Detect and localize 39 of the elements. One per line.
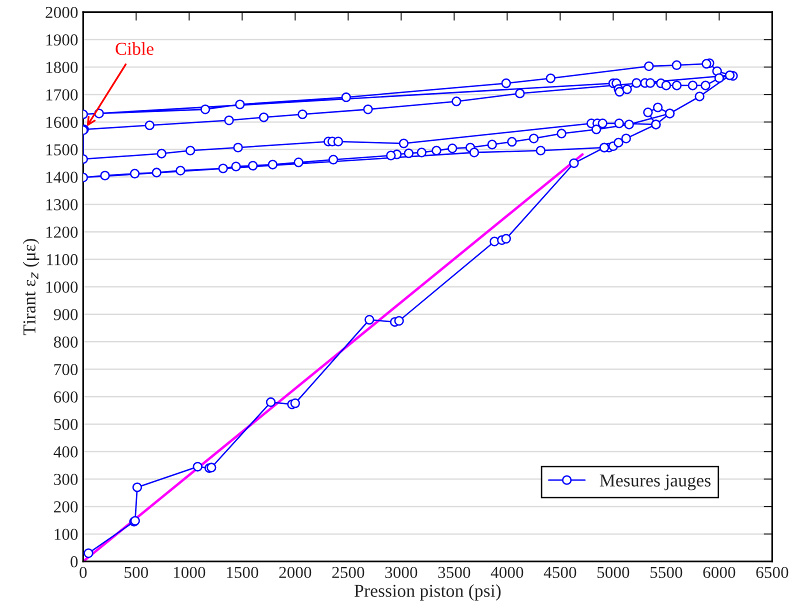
x-tick-label: 0 bbox=[80, 566, 87, 578]
x-tick-label: 500 bbox=[124, 566, 148, 578]
y-tick-label: 1500 bbox=[46, 144, 78, 156]
y-tick-label: 400 bbox=[54, 446, 78, 458]
x-axis-title: Pression piston (psi) bbox=[354, 584, 501, 601]
y-tick-label: 1400 bbox=[46, 172, 78, 183]
x-tick-label: 1000 bbox=[174, 566, 206, 578]
y-tick-label: 900 bbox=[54, 308, 78, 320]
y-tick-label: 100 bbox=[54, 528, 78, 540]
y-tick-label: 1300 bbox=[46, 199, 78, 210]
x-tick-label: 5500 bbox=[650, 566, 682, 578]
y-tick-label: 500 bbox=[54, 418, 78, 430]
y-tick-label: 1600 bbox=[46, 116, 78, 128]
y-tick-label: 0 bbox=[70, 556, 78, 568]
y-tick-label: 1000 bbox=[46, 282, 78, 293]
x-tick-label: 3000 bbox=[385, 566, 418, 578]
x-tick-label: 6000 bbox=[703, 566, 736, 578]
y-tick-label: 300 bbox=[54, 474, 78, 486]
x-tick-label: 5000 bbox=[597, 566, 630, 578]
y-tick-label: 800 bbox=[54, 336, 78, 348]
annotation: Cible bbox=[116, 42, 154, 55]
x-tick-label: 4500 bbox=[544, 566, 576, 578]
y-tick-label: 1200 bbox=[46, 226, 78, 238]
x-tick-label: 2000 bbox=[279, 566, 312, 578]
x-tick-label: 3500 bbox=[438, 566, 470, 578]
y-tick-label: 1900 bbox=[46, 34, 78, 46]
y-axis-title: Tirant ε$_{z}$ (με) bbox=[22, 238, 40, 336]
y-tick-label: 200 bbox=[54, 501, 78, 512]
y-tick-label: 600 bbox=[54, 391, 78, 403]
x-tick-label: 6500 bbox=[756, 566, 788, 578]
y-tick-label: 1100 bbox=[47, 254, 78, 266]
x-tick-label: 2500 bbox=[332, 566, 364, 578]
x-tick-label: 1500 bbox=[226, 566, 258, 578]
legend-label: Mesures jauges bbox=[600, 474, 710, 490]
y-tick-label: 2000 bbox=[46, 6, 78, 18]
y-tick-label: 1800 bbox=[46, 62, 78, 74]
x-tick-label: 4000 bbox=[490, 566, 524, 578]
y-tick-label: 700 bbox=[54, 364, 78, 376]
y-tick-label: 1700 bbox=[46, 89, 78, 100]
